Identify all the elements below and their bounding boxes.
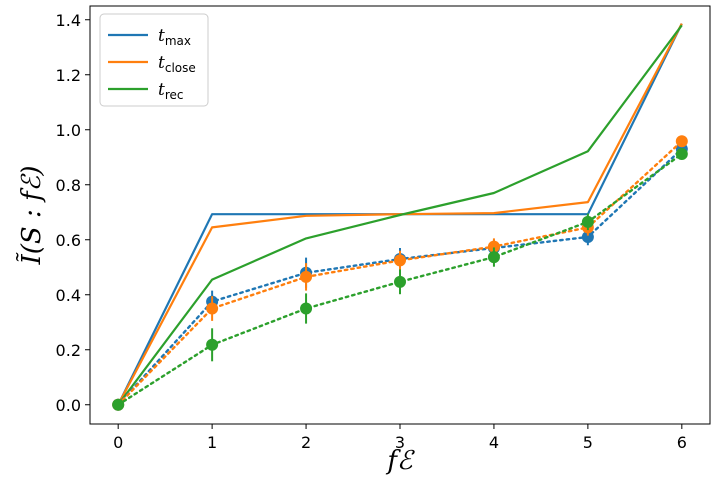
legend-label-t_close: tclose [158,53,196,75]
data-point [112,398,125,411]
x-tick-label: 2 [301,433,311,452]
legend-label-sub: close [165,61,196,75]
data-point [394,254,406,267]
legend-label-sub: max [165,34,191,48]
data-point [487,240,500,253]
data-point [300,270,313,283]
y-tick-label: 1.2 [56,66,81,85]
y-tick-label: 1.4 [56,11,81,30]
y-axis-label: Ĩ(S : fℰ) [15,165,47,265]
x-tick-label: 6 [677,433,687,452]
data-point [581,215,594,228]
data-point [300,302,313,315]
x-tick-label: 0 [113,433,123,452]
y-tick-label: 0.8 [56,176,81,195]
legend-label-main: t [158,53,165,73]
data-point [394,275,406,288]
x-axis-label: fℰ [385,446,415,476]
x-tick-label: 1 [207,433,217,452]
data-point [675,135,688,148]
y-tick-label: 0.0 [56,396,81,415]
legend-label-main: t [158,80,165,100]
axes: 0 1 2 3 4 5 6 0.0 0.2 0.4 0.6 0.8 1.0 1.2 1.4 [56,5,711,452]
plot-area [112,23,688,411]
data-point [487,251,500,264]
x-tick-label: 3 [395,433,405,452]
series-line-t_rec [117,24,683,406]
x-tick-label: 4 [489,433,499,452]
y-tick-label: 1.0 [56,121,81,140]
legend-box [99,13,209,107]
legend-label-sub: rec [165,88,184,102]
data-point [206,338,219,351]
x-tick-label: 5 [583,433,593,452]
y-tick-label: 0.2 [56,341,81,360]
y-tick-label: 0.6 [56,231,81,250]
data-point [675,147,688,160]
y-tick-label: 0.4 [56,286,81,305]
legend-label-t_rec: trec [158,80,184,102]
legend-label-main: t [158,26,165,46]
legend-label-t_max: tmax [158,26,191,48]
data-point [581,231,594,243]
data-point [206,302,219,315]
